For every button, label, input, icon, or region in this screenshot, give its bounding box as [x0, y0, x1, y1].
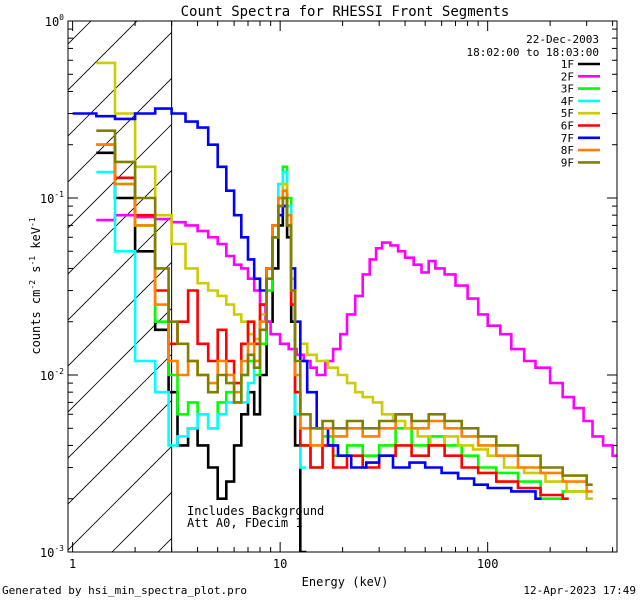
series-line-5F [96, 61, 593, 500]
y-tick-label: 100 [45, 13, 64, 29]
legend-label-4F: 4F [561, 95, 574, 108]
x-axis: 1 10 100 [69, 21, 614, 571]
timestamp-label: 12-Apr-2023 17:49 [523, 584, 636, 597]
hatch-line [68, 445, 172, 551]
series-line-3F [96, 143, 593, 500]
y-axis: 100 10-1 10-2 10-3 [40, 13, 617, 560]
legend-label-8F: 8F [561, 144, 574, 157]
hatch-line [68, 169, 172, 275]
hatched-region [68, 21, 172, 552]
hatch-line [68, 261, 172, 367]
x-tick-label: 100 [477, 557, 499, 571]
hatch-line [68, 77, 172, 183]
series-line-9F [96, 129, 593, 486]
legend-label-9F: 9F [561, 156, 574, 169]
legend-label-2F: 2F [561, 70, 574, 83]
legend-label-5F: 5F [561, 107, 574, 120]
x-axis-label: Energy (keV) [302, 575, 389, 589]
series-layer [72, 21, 617, 552]
hatch-line [68, 215, 172, 321]
time-range-label: 18:02:00 to 18:03:00 [467, 46, 599, 59]
y-tick-label: 10-2 [40, 367, 64, 383]
legend-label-6F: 6F [561, 120, 574, 133]
y-tick-label: 10-1 [40, 190, 64, 206]
generated-by-label: Generated by hsi_min_spectra_plot.pro [2, 584, 247, 597]
hatch-line [68, 21, 138, 91]
date-label: 22-Dec-2003 [526, 33, 599, 46]
legend-label-3F: 3F [561, 83, 574, 96]
y-axis-label: counts cm-2 s-1 keV-1 [28, 217, 43, 354]
legend-label-7F: 7F [561, 132, 574, 145]
annotation-line: Includes Background [187, 504, 324, 518]
hatch-line [68, 399, 172, 505]
x-tick-label: 1 [69, 557, 76, 571]
annotation-line: Att A0, FDecim 1 [187, 516, 303, 530]
y-tick-label: 10-3 [40, 544, 64, 560]
series-line-2F [96, 213, 617, 457]
legend-label-1F: 1F [561, 58, 574, 71]
hatch-line [68, 31, 172, 137]
chart-title: Count Spectra for RHESSI Front Segments [181, 4, 510, 20]
x-tick-label: 10 [273, 557, 287, 571]
